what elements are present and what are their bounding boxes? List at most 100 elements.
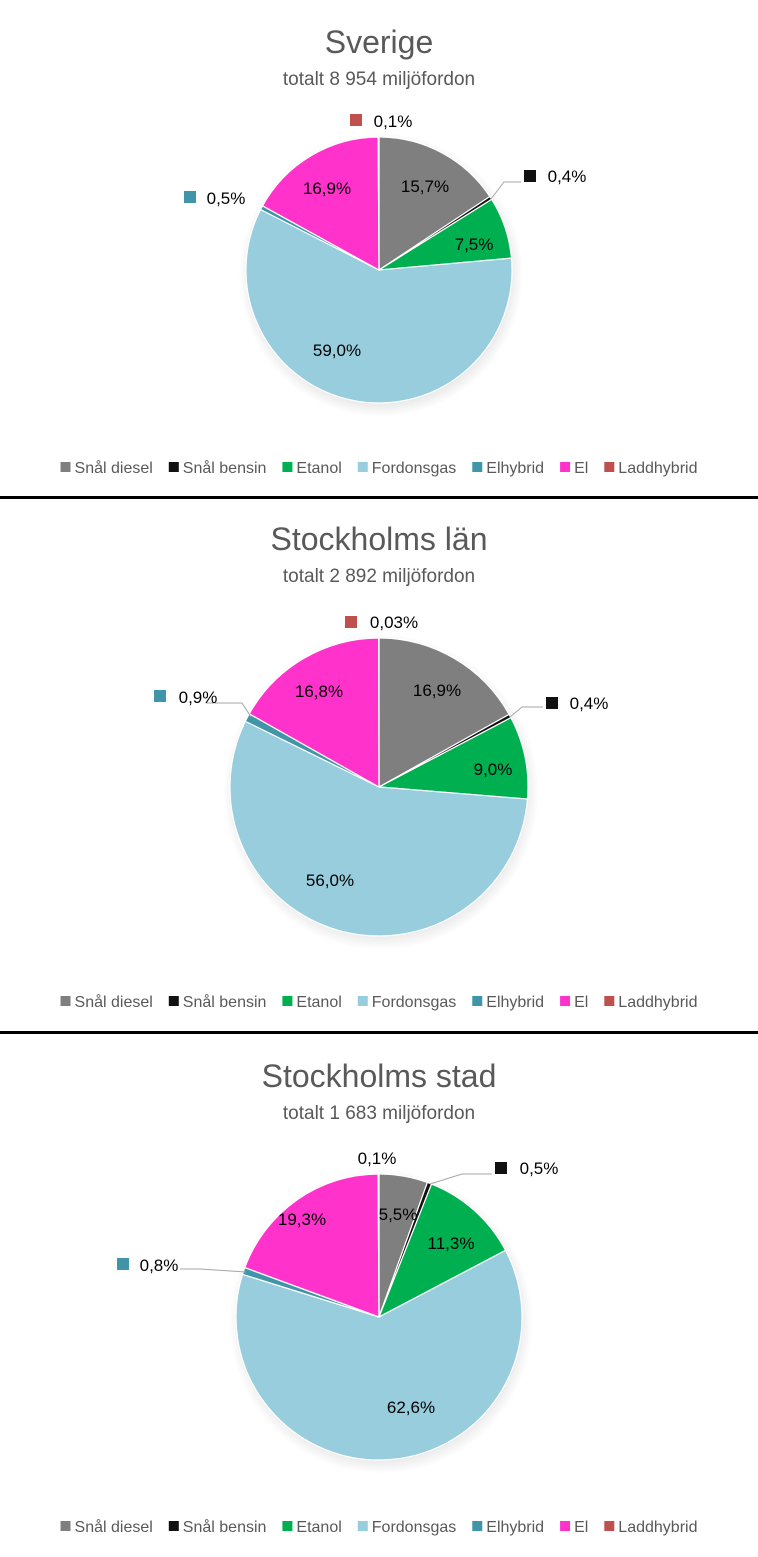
legend-label: Elhybrid (486, 460, 544, 477)
legend-item-fordonsgas: Fordonsgas (357, 1519, 456, 1536)
pie-chart-stockholms-lan: Stockholms län totalt 2 892 miljöfordon 16… (60, 521, 697, 1011)
chart-panel-sverige: Sverige totalt 8 954 miljöfordon 15,7% 0,4%… (0, 0, 758, 496)
legend-swatch (168, 1521, 179, 1531)
data-label-snal-diesel: 15,7% (401, 177, 449, 196)
legend-label: Snål diesel (75, 993, 153, 1011)
legend-item-etanol: Etanol (282, 994, 342, 1011)
pie-slice-etanol (377, 1183, 507, 1319)
legend-label: Snål bensin (183, 1518, 267, 1536)
legend-swatch (472, 996, 483, 1006)
legend-label: Snål bensin (183, 993, 267, 1011)
legend-item-elhybrid: Elhybrid (472, 994, 544, 1011)
legend-label: Laddhybrid (618, 994, 697, 1011)
pie-slice-el (248, 637, 380, 789)
legend-swatch (560, 1521, 571, 1531)
divider (0, 1031, 758, 1034)
chart-panel-stockholms-stad: Stockholms stad totalt 1 683 miljöfordon 5… (0, 1034, 758, 1557)
legend-swatch (60, 1521, 71, 1531)
legend-label: Fordonsgas (372, 994, 457, 1011)
legend-swatch (604, 1521, 615, 1531)
pie-slice-snal-diesel (378, 637, 510, 789)
legend-item-etanol: Etanol (282, 1519, 342, 1536)
data-label-etanol: 11,3% (428, 1234, 475, 1253)
data-label-fordonsgas: 59,0% (313, 341, 361, 360)
legend-label: Fordonsgas (372, 460, 457, 477)
data-label-key (184, 191, 196, 203)
data-label-laddhybrid: 0,1% (358, 1149, 397, 1168)
legend-label: Etanol (296, 1519, 341, 1536)
data-label-snal-bensin: 0,4% (548, 167, 587, 186)
legend-item-el: El (560, 1519, 588, 1536)
data-label-fordonsgas: 62,6% (387, 1398, 435, 1417)
legend-item-elhybrid: Elhybrid (472, 1519, 544, 1536)
leader-line (429, 1173, 492, 1185)
legend-item-snal-bensin: Snål bensin (168, 459, 267, 477)
legend-item-snal-diesel: Snål diesel (60, 1518, 153, 1536)
data-label-elhybrid: 0,8% (140, 1256, 179, 1275)
chart-title: Sverige (325, 24, 434, 60)
pie-slice-fordonsgas (229, 720, 529, 937)
legend-label: Snål bensin (183, 459, 267, 477)
legend-swatch (357, 996, 368, 1006)
pie-slice-laddhybrid (377, 1173, 380, 1318)
data-label-key (350, 114, 362, 126)
pie-chart-stockholms-stad: Stockholms stad totalt 1 683 miljöfordon 5… (60, 1058, 697, 1536)
pie-slice-etanol (376, 716, 529, 800)
data-label-key (546, 697, 558, 709)
data-label-snal-diesel: 16,9% (413, 681, 461, 700)
pie-chart-sverige: Sverige totalt 8 954 miljöfordon 15,7% 0,4%… (60, 24, 697, 477)
divider (0, 496, 758, 499)
legend-swatch (560, 996, 571, 1006)
legend-label: Etanol (296, 994, 341, 1011)
legend-label: Laddhybrid (618, 460, 697, 477)
legend-item-snal-diesel: Snål diesel (60, 993, 153, 1011)
legend-swatch (472, 1521, 483, 1531)
data-label-el: 19,3% (278, 1210, 326, 1229)
data-label-snal-bensin: 0,4% (570, 694, 609, 713)
legend-label: El (574, 460, 588, 477)
legend-item-snal-bensin: Snål bensin (168, 993, 267, 1011)
data-label-el: 16,8% (295, 682, 343, 701)
pie-slice-el (261, 136, 380, 272)
legend-swatch (60, 996, 71, 1006)
data-label-elhybrid: 0,5% (207, 189, 246, 208)
data-label-etanol: 9,0% (474, 760, 513, 779)
pie-slice-fordonsgas (235, 1249, 523, 1461)
data-label-etanol: 7,5% (455, 235, 494, 254)
legend-item-el: El (560, 460, 588, 477)
data-label-key (495, 1162, 507, 1174)
data-label-snal-diesel: 5,5% (379, 1205, 418, 1224)
legend-swatch (560, 462, 571, 472)
chart-subtitle: totalt 1 683 miljöfordon (283, 1103, 475, 1124)
chart-legend: Snål diesel Snål bensin Etanol Fordonsgas El… (60, 459, 697, 477)
pie-slice-laddhybrid (377, 136, 380, 271)
chart-title: Stockholms stad (262, 1058, 497, 1094)
leader-line (509, 706, 543, 718)
legend-swatch (604, 462, 615, 472)
legend-swatch (60, 462, 71, 472)
leader-line (180, 1268, 247, 1273)
legend-item-laddhybrid: Laddhybrid (604, 1519, 697, 1536)
data-label-elhybrid: 0,9% (179, 688, 218, 707)
legend-label: Snål diesel (75, 1518, 153, 1536)
data-label-laddhybrid: 0,03% (370, 613, 418, 632)
leader-line (206, 702, 252, 718)
chart-title: Stockholms län (271, 521, 488, 557)
legend-item-snal-diesel: Snål diesel (60, 459, 153, 477)
legend-item-laddhybrid: Laddhybrid (604, 460, 697, 477)
legend-swatch (472, 462, 483, 472)
data-label-key (524, 170, 536, 182)
legend-swatch (168, 996, 179, 1006)
chart-legend: Snål diesel Snål bensin Etanol Fordonsgas El… (60, 1518, 697, 1536)
pie-slice-fordonsgas (245, 208, 513, 404)
legend-label: Etanol (296, 460, 341, 477)
chart-subtitle: totalt 2 892 miljöfordon (283, 566, 475, 587)
data-label-key (117, 1258, 129, 1270)
leader-line (490, 181, 521, 200)
data-label-el: 16,9% (303, 179, 351, 198)
legend-swatch (282, 462, 293, 472)
legend-swatch (357, 1521, 368, 1531)
legend-item-el: El (560, 994, 588, 1011)
pie-slice-el (244, 1173, 380, 1318)
legend-swatch (357, 462, 368, 472)
